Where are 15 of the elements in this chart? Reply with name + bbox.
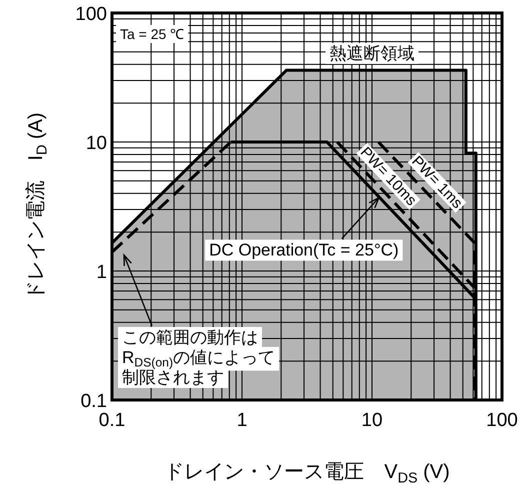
y-tick-label: 10: [86, 133, 107, 154]
annotation: Ta = 25 ℃: [120, 26, 184, 42]
x-tick-label: 1: [236, 410, 248, 431]
y-tick-label: 100: [75, 4, 107, 25]
annotation: この範囲の動作はR$_{DS(on)}$の値によって制限されます: [118, 327, 280, 388]
y-tick-label: 0.1: [80, 391, 107, 412]
annotation: Ta = 25 ℃: [116, 25, 188, 43]
annotation: 熱遮断領域: [330, 44, 414, 63]
x-tick-label: 0.1: [98, 410, 126, 431]
y-tick-label: 1: [96, 262, 107, 283]
x-axis-title: ドレイン・ソース電圧 V$_{DS}$ (V): [164, 460, 450, 486]
annotation: DC Operation(Tc = 25°C): [205, 240, 403, 261]
x-tick-label: 100: [486, 410, 518, 431]
x-tick-label: 10: [361, 410, 383, 431]
annotation: 熱遮断領域: [326, 43, 418, 64]
